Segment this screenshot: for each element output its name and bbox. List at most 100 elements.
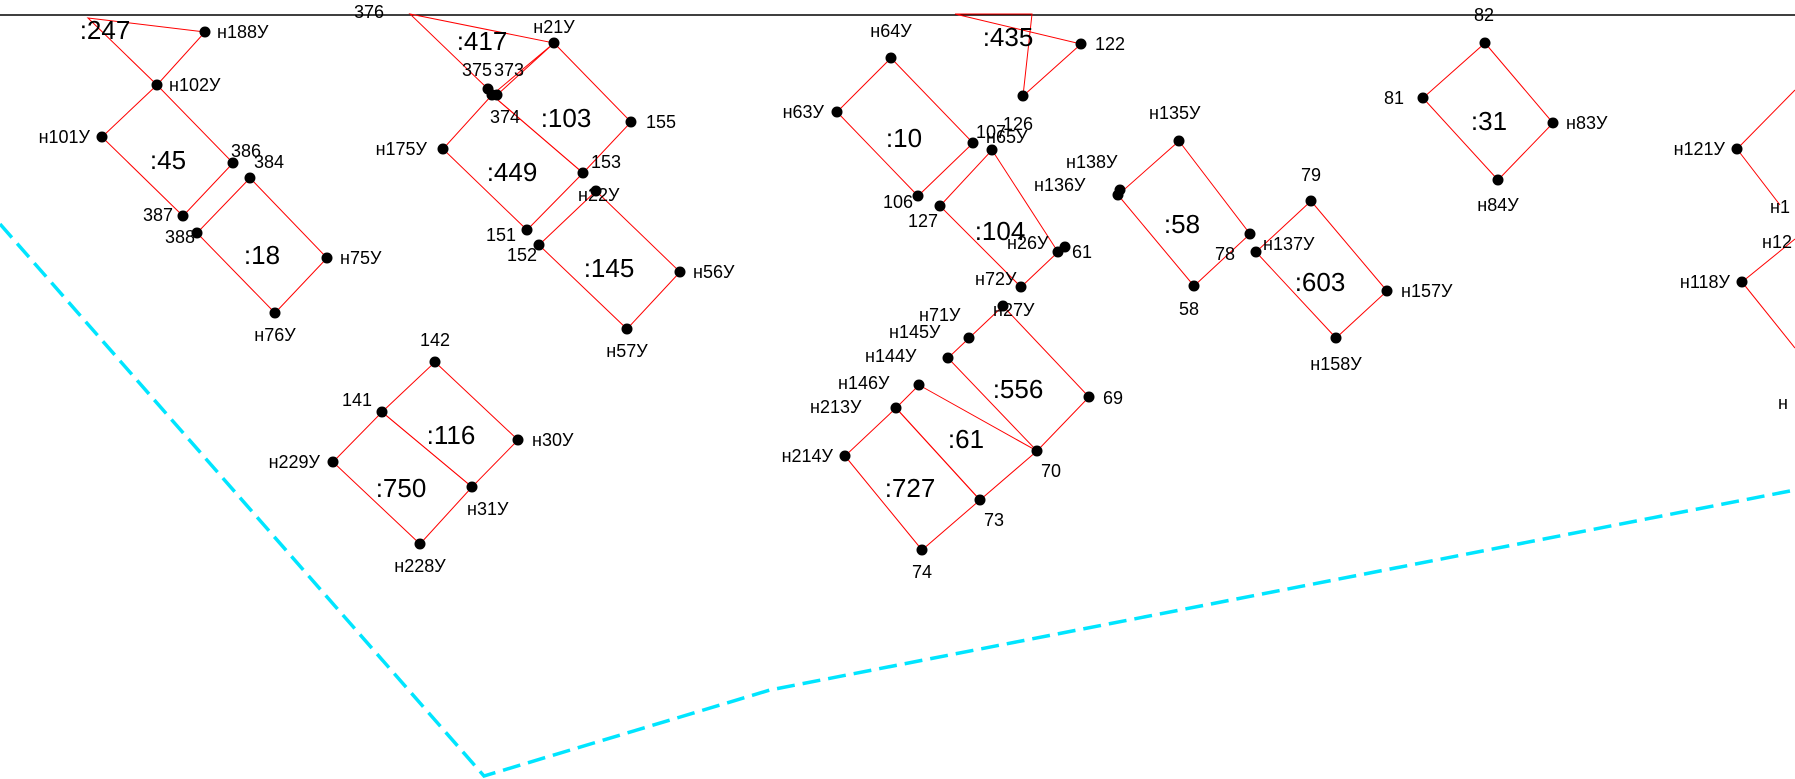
survey-point-n30U (512, 434, 524, 446)
parcel-label-449: :449 (487, 157, 538, 187)
point-label-cut2: н12 (1762, 232, 1792, 252)
point-label-p388: 388 (165, 227, 195, 247)
survey-point-n135U (1173, 135, 1185, 147)
survey-point-n175U (437, 143, 449, 155)
point-label-n84U: н84У (1477, 195, 1519, 215)
survey-point-p386 (227, 157, 239, 169)
parcel-label-750: :750 (376, 473, 427, 503)
point-label-n75U: н75У (340, 248, 382, 268)
parcel-label-417: :417 (457, 26, 508, 56)
survey-point-p73 (974, 494, 986, 506)
survey-point-n146U (913, 379, 925, 391)
point-label-p373: 373 (494, 60, 524, 80)
point-label-n27U: н27У (993, 300, 1035, 320)
parcel-label-104: :104 (975, 216, 1026, 246)
survey-point-n64U (885, 52, 897, 64)
survey-point-n31U (466, 481, 478, 493)
survey-point-p388 (191, 227, 203, 239)
point-label-p142: 142 (420, 330, 450, 350)
parcel-label-61: :61 (948, 424, 984, 454)
point-label-n101U: н101У (39, 127, 91, 147)
parcel-edge-right-lower-a (1741, 238, 1795, 283)
point-label-p70: 70 (1041, 461, 1061, 481)
point-label-n21U: н21У (533, 17, 575, 37)
survey-point-p78 (1244, 228, 1256, 240)
point-label-n121U: н121У (1674, 139, 1726, 159)
point-label-p73: 73 (984, 510, 1004, 530)
point-label-n65U: н65У (986, 127, 1028, 147)
parcel-label-603: :603 (1295, 267, 1346, 297)
parcel-label-145: :145 (584, 253, 635, 283)
survey-point-n83U (1547, 117, 1559, 129)
survey-point-n22U (590, 185, 602, 197)
parcel-label-10: :10 (886, 123, 922, 153)
point-label-n57U: н57У (606, 341, 648, 361)
survey-point-n228U (414, 538, 426, 550)
cadastral-boundary-line (0, 222, 1795, 778)
point-label-p79: 79 (1301, 165, 1321, 185)
point-label-p374: 374 (490, 107, 520, 127)
survey-point-n65U (986, 144, 998, 156)
parcel-label-18: :18 (244, 240, 280, 270)
parcel-label-layer: :247:45:18:417:103:449:145:116:750:10:43… (80, 15, 1507, 503)
point-label-p82: 82 (1474, 5, 1494, 25)
point-label-n31U: н31У (467, 499, 509, 519)
survey-point-n188U (199, 26, 211, 38)
point-label-p386: 386 (231, 141, 261, 161)
point-label-n76U: н76У (254, 325, 296, 345)
point-label-p78: 78 (1215, 244, 1235, 264)
survey-point-p152 (533, 239, 545, 251)
survey-point-p151 (521, 224, 533, 236)
parcel-label-103: :103 (541, 103, 592, 133)
point-label-n135U: н135У (1149, 103, 1201, 123)
point-label-n228U: н228У (394, 556, 446, 576)
point-label-p375: 375 (462, 60, 492, 80)
survey-point-p122 (1075, 38, 1087, 50)
survey-point-p142 (429, 356, 441, 368)
survey-point-n213U (890, 402, 902, 414)
survey-point-n75U (321, 252, 333, 264)
survey-point-p127 (934, 200, 946, 212)
survey-point-n63U (831, 106, 843, 118)
survey-point-n84U (1492, 174, 1504, 186)
survey-point-n137U (1250, 246, 1262, 258)
point-label-n22U: н22У (578, 185, 620, 205)
survey-point-n56U (674, 266, 686, 278)
point-label-n144U: н144У (865, 346, 917, 366)
point-label-n72U: н72У (975, 269, 1017, 289)
survey-point-n229U (327, 456, 339, 468)
point-label-n138U: н138У (1066, 152, 1118, 172)
survey-point-p155 (625, 116, 637, 128)
parcel-label-116: :116 (427, 420, 476, 450)
survey-point-n102U (151, 79, 163, 91)
survey-point-n121U (1731, 143, 1743, 155)
point-label-p74: 74 (912, 562, 932, 582)
parcel-label-727: :727 (885, 473, 936, 503)
parcel-247-outline (86, 17, 207, 86)
survey-point-p384 (244, 172, 256, 184)
parcel-label-31: :31 (1471, 106, 1507, 136)
survey-point-n118U (1736, 276, 1748, 288)
point-label-p155: 155 (646, 112, 676, 132)
point-label-n137U: н137У (1263, 234, 1315, 254)
point-label-p126: 126 (1003, 114, 1033, 134)
point-label-p151: 151 (486, 225, 516, 245)
survey-point-p106 (912, 190, 924, 202)
survey-point-n136U (1114, 184, 1126, 196)
survey-point-p387 (177, 210, 189, 222)
point-label-p81: 81 (1384, 88, 1404, 108)
point-label-p384: 384 (254, 152, 284, 172)
survey-point-p374 (486, 89, 498, 101)
survey-point-p126 (1017, 90, 1029, 102)
point-label-p122: 122 (1095, 34, 1125, 54)
point-label-n30U: н30У (532, 430, 574, 450)
point-label-p127: 127 (908, 211, 938, 231)
survey-point-p81 (1417, 92, 1429, 104)
point-label-p152: 152 (507, 245, 537, 265)
survey-point-p79 (1305, 195, 1317, 207)
point-layer (96, 26, 1748, 556)
survey-point-n76U (269, 307, 281, 319)
point-label-p376: 376 (354, 2, 384, 22)
point-label-n158U: н158У (1310, 354, 1362, 374)
